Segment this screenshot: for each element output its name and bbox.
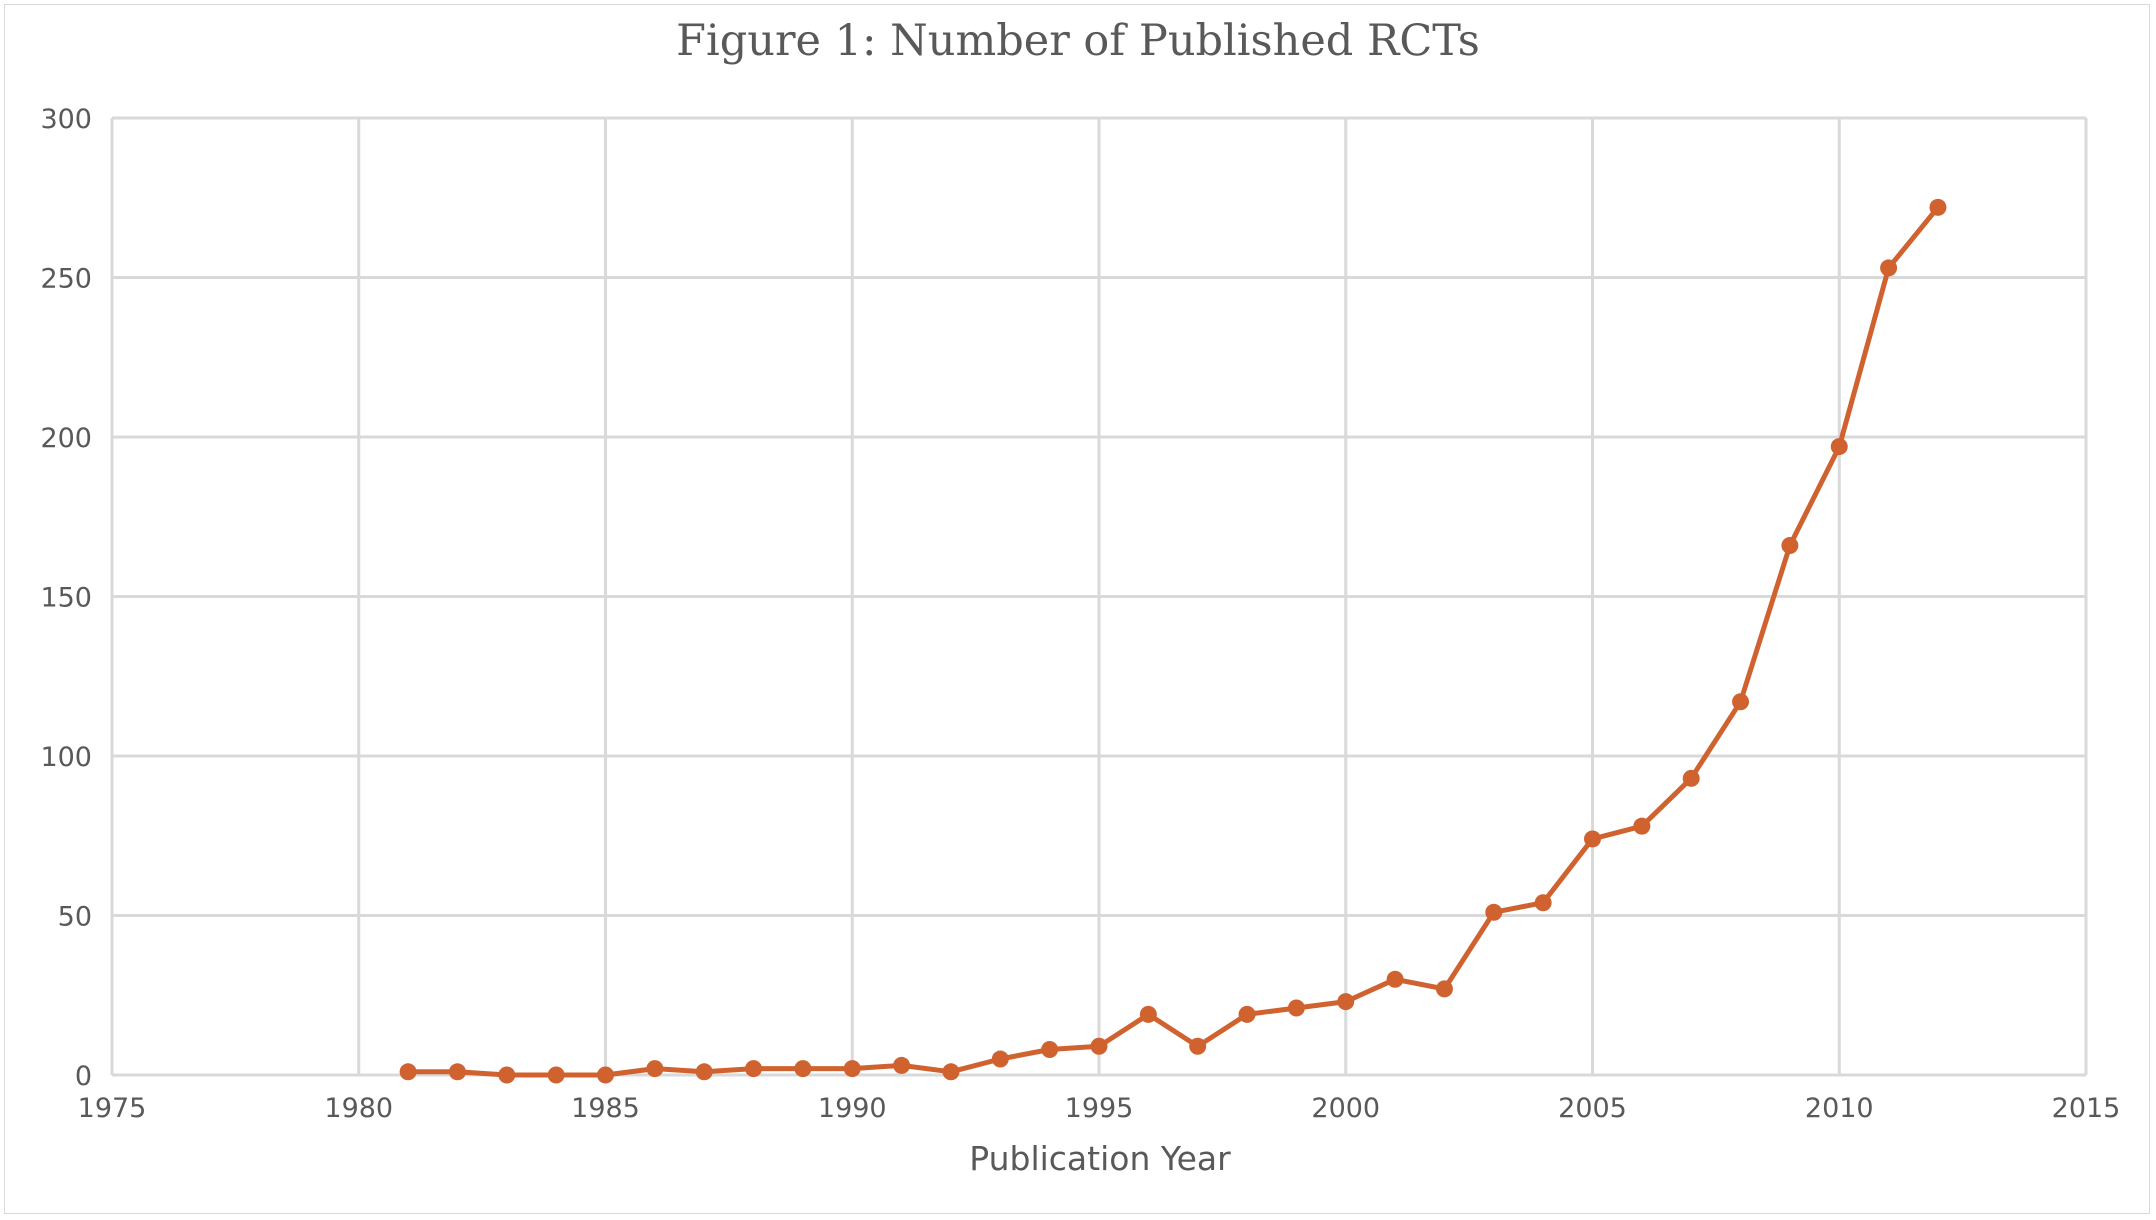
- data-point: [893, 1056, 911, 1074]
- data-point: [547, 1066, 565, 1084]
- x-tick-label: 1980: [324, 1093, 393, 1124]
- x-tick-label: 2010: [1805, 1093, 1874, 1124]
- x-tick-label: 2000: [1311, 1093, 1380, 1124]
- y-tick-label: 0: [75, 1061, 92, 1092]
- data-point: [745, 1060, 763, 1078]
- data-point: [843, 1060, 861, 1078]
- x-tick-label: 2015: [2052, 1093, 2121, 1124]
- data-point: [1781, 536, 1799, 554]
- data-point: [1880, 259, 1898, 277]
- data-point: [1386, 970, 1404, 988]
- data-point: [1584, 830, 1601, 848]
- data-point: [1238, 1005, 1256, 1023]
- data-point: [1139, 1005, 1157, 1023]
- data-point: [1041, 1040, 1059, 1058]
- data-point: [1287, 999, 1305, 1017]
- y-tick-label: 200: [40, 423, 92, 454]
- data-point: [1485, 903, 1503, 921]
- data-point: [1534, 894, 1552, 912]
- x-tick-label: 1990: [818, 1093, 887, 1124]
- data-point: [1337, 993, 1355, 1011]
- data-point: [991, 1050, 1009, 1068]
- data-point: [1732, 693, 1750, 711]
- data-point: [1435, 980, 1453, 998]
- data-point: [1929, 198, 1947, 216]
- x-tick-label: 1975: [78, 1093, 147, 1124]
- data-point: [794, 1060, 812, 1078]
- gridlines: [110, 116, 2088, 1077]
- data-point: [1682, 769, 1700, 787]
- data-point: [646, 1060, 664, 1078]
- x-axis-ticks: 1975 1980 1985 1990 1995 2000 2005 2010 2015: [78, 1093, 2121, 1124]
- data-point: [1090, 1037, 1108, 1055]
- data-point: [448, 1063, 466, 1081]
- data-point: [695, 1063, 713, 1081]
- x-tick-label: 2005: [1558, 1093, 1627, 1124]
- y-tick-label: 100: [40, 742, 92, 773]
- data-point: [597, 1066, 614, 1084]
- data-point: [942, 1063, 960, 1081]
- y-tick-label: 150: [40, 583, 92, 614]
- data-point: [498, 1066, 516, 1084]
- y-axis-ticks: 0 50 100 150 200 250 300: [40, 104, 92, 1092]
- x-axis-title: Publication Year: [969, 1139, 1231, 1178]
- y-tick-label: 50: [58, 902, 92, 933]
- chart-title: Figure 1: Number of Published RCTs: [676, 16, 1480, 66]
- series-line: [405, 204, 1941, 1078]
- y-tick-label: 250: [40, 264, 92, 295]
- chart-frame: Figure 1: Number of Published RCTs 0 50 10…: [4, 4, 2150, 1214]
- series: [399, 198, 1947, 1084]
- x-tick-label: 1985: [571, 1093, 640, 1124]
- x-tick-label: 1995: [1065, 1093, 1134, 1124]
- data-point: [1189, 1037, 1207, 1055]
- line-chart: Figure 1: Number of Published RCTs 0 50 10…: [40, 16, 2121, 1178]
- data-point: [399, 1063, 417, 1081]
- y-tick-label: 300: [40, 104, 92, 135]
- data-point: [1830, 438, 1848, 456]
- data-point: [1633, 817, 1651, 835]
